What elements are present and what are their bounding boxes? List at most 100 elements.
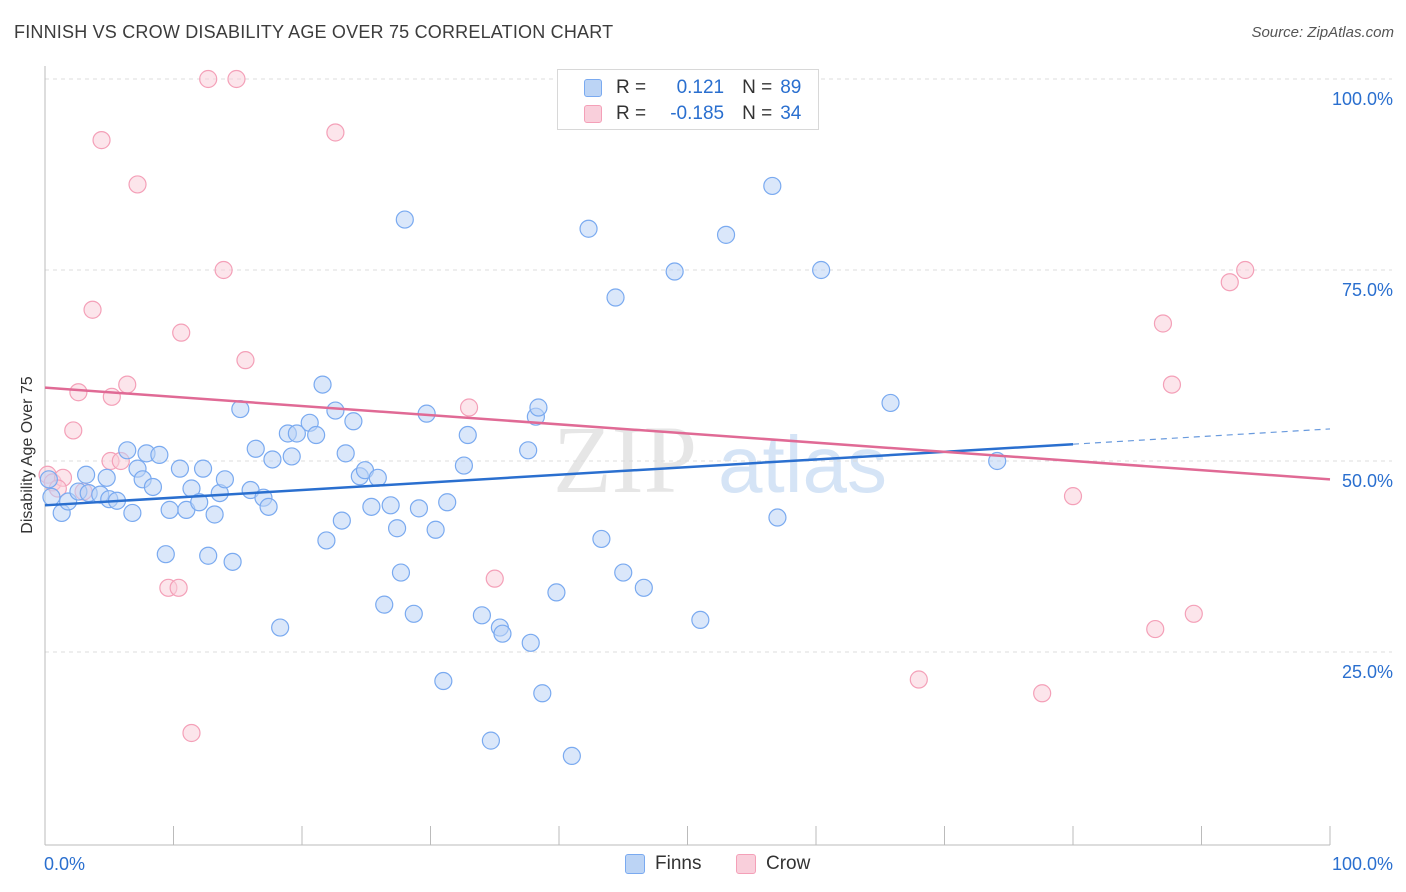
finns-point: [143, 477, 163, 497]
finns-point: [77, 465, 96, 484]
crow-point: [1063, 487, 1083, 506]
finns-point: [812, 260, 831, 280]
bottom-legend-crow: Crow: [736, 851, 810, 877]
finns-point: [768, 508, 787, 527]
finns-point: [199, 546, 218, 565]
crow-point: [227, 69, 246, 89]
crow-series: [38, 69, 1255, 743]
finns-point: [190, 493, 209, 512]
crow-point: [326, 123, 345, 142]
finns-point: [97, 468, 116, 487]
finns-trend-extension: [1072, 428, 1331, 445]
crow-point: [83, 300, 102, 319]
finns-point: [404, 604, 423, 623]
finns-point: [426, 520, 445, 539]
finns-point: [193, 459, 213, 478]
finns-point: [123, 503, 142, 523]
finns-point: [614, 563, 633, 582]
finns-point: [271, 618, 290, 637]
finns-point: [533, 684, 552, 703]
crow-point: [1033, 684, 1052, 703]
bottom-legend-finns: Finns: [625, 851, 701, 877]
finns-point: [375, 595, 394, 614]
finns-point: [39, 470, 58, 489]
finns-point: [246, 439, 265, 458]
finns-point: [368, 468, 387, 487]
finns-r-value: 0.121: [676, 77, 725, 98]
x-tick-label-0: 0.0%: [44, 854, 85, 874]
finns-point: [547, 583, 566, 602]
crow-trend-line: [44, 386, 1331, 481]
finns-point: [170, 459, 190, 478]
watermark: ZIP atlas: [553, 406, 887, 513]
crow-point: [1236, 260, 1255, 280]
finns-point: [160, 500, 179, 519]
y-tick-label-100: 100.0%: [1332, 89, 1393, 109]
finns-point: [881, 393, 900, 413]
finns-point: [287, 424, 306, 443]
crow-point: [459, 398, 479, 417]
finns-point: [579, 219, 598, 238]
finns-point: [716, 225, 736, 244]
trend-lines: [44, 386, 1331, 507]
crow-point: [1162, 375, 1182, 394]
finns-point: [634, 578, 653, 597]
finns-r-label: R =: [616, 77, 647, 98]
x-tick-label-1: 100.0%: [1332, 854, 1393, 874]
finns-point: [205, 505, 224, 524]
finns-point: [395, 210, 414, 229]
finns-point: [606, 288, 625, 307]
finns-point: [665, 262, 684, 281]
crow-point: [1220, 273, 1239, 292]
finns-point: [519, 441, 538, 460]
finns-point: [763, 176, 782, 196]
chart-title: FINNISH VS CROW DISABILITY AGE OVER 75 C…: [14, 22, 614, 42]
finns-point: [438, 493, 457, 512]
finns-point: [259, 497, 278, 516]
crow-point: [214, 260, 233, 280]
crow-n-value: 34: [780, 103, 802, 124]
finns-point: [215, 470, 234, 489]
finns-swatch: [584, 79, 602, 97]
finns-point: [391, 563, 411, 582]
finns-point: [344, 412, 363, 431]
finns-point: [562, 746, 581, 766]
y-tick-label-50: 50.0%: [1342, 471, 1393, 491]
crow-point: [128, 175, 147, 194]
crow-point: [1146, 619, 1165, 639]
finns-point: [156, 545, 175, 564]
finns-point: [332, 511, 351, 530]
finns-point: [118, 441, 137, 460]
finns-point: [362, 497, 381, 516]
crow-point: [199, 69, 218, 89]
finns-point: [336, 444, 355, 463]
y-tick-labels: 25.0% 50.0% 75.0% 100.0%: [1332, 89, 1393, 682]
crow-point: [92, 131, 111, 150]
crow-r-value: -0.185: [670, 103, 725, 124]
crow-point: [118, 375, 137, 394]
finns-point: [493, 624, 512, 643]
finns-point: [223, 552, 242, 571]
finns-point: [521, 633, 540, 652]
crow-n-label: N =: [742, 103, 773, 124]
finns-point: [409, 499, 429, 518]
crow-point: [172, 323, 191, 342]
crow-point: [169, 578, 188, 597]
finns-point: [454, 456, 474, 475]
finns-point: [313, 375, 332, 394]
finns-point: [307, 425, 326, 445]
finns-point: [263, 450, 282, 469]
crow-r-label: R =: [616, 103, 647, 124]
crow-legend-label: Crow: [766, 853, 811, 874]
finns-point: [282, 447, 301, 466]
legend-row-finns: R = 0.121 N = 89: [584, 76, 801, 100]
finns-legend-swatch: [625, 854, 645, 874]
crow-point: [69, 383, 88, 402]
crow-point: [1184, 604, 1203, 623]
finns-point: [150, 445, 169, 464]
crow-legend-swatch: [736, 854, 756, 874]
finns-point: [592, 529, 611, 549]
finns-point: [317, 531, 336, 550]
crow-swatch: [584, 105, 602, 123]
